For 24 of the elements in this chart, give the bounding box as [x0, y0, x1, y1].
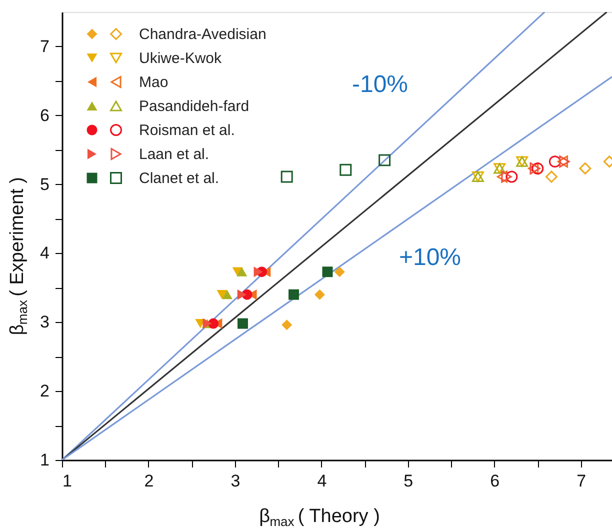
- y-axis-title: βmax ( Experiment ): [7, 177, 30, 336]
- legend-label: Clanet et al.: [139, 170, 220, 187]
- x-tick-label: 4: [317, 472, 327, 490]
- y-tick-label: 6: [40, 106, 50, 125]
- x-tick-label: 1: [62, 472, 72, 490]
- legend-label: Laan et al.: [139, 146, 210, 163]
- y-tick-label: 7: [40, 36, 50, 56]
- legend-label: Chandra-Avedisian: [139, 26, 266, 43]
- y-tick-label: 2: [40, 382, 50, 401]
- y-tick-label: 3: [40, 312, 50, 332]
- legend-label: Mao: [139, 74, 168, 91]
- x-tick-label: 6: [490, 472, 500, 490]
- y-tick-label: 4: [40, 244, 50, 263]
- legend-label: Roisman et al.: [139, 122, 235, 139]
- y-tick-label: 1: [40, 450, 50, 470]
- x-tick-label: 5: [404, 472, 414, 490]
- y-tick-label: 5: [40, 174, 50, 194]
- x-tick-label: 7: [576, 472, 586, 490]
- legend-label: Pasandideh-fard: [139, 98, 250, 115]
- annotation: -10%: [352, 71, 408, 98]
- x-tick-label: 3: [230, 472, 240, 490]
- legend-label: Ukiwe-Kwok: [139, 50, 222, 67]
- x-tick-label: 2: [144, 472, 154, 490]
- annotation: +10%: [398, 244, 462, 271]
